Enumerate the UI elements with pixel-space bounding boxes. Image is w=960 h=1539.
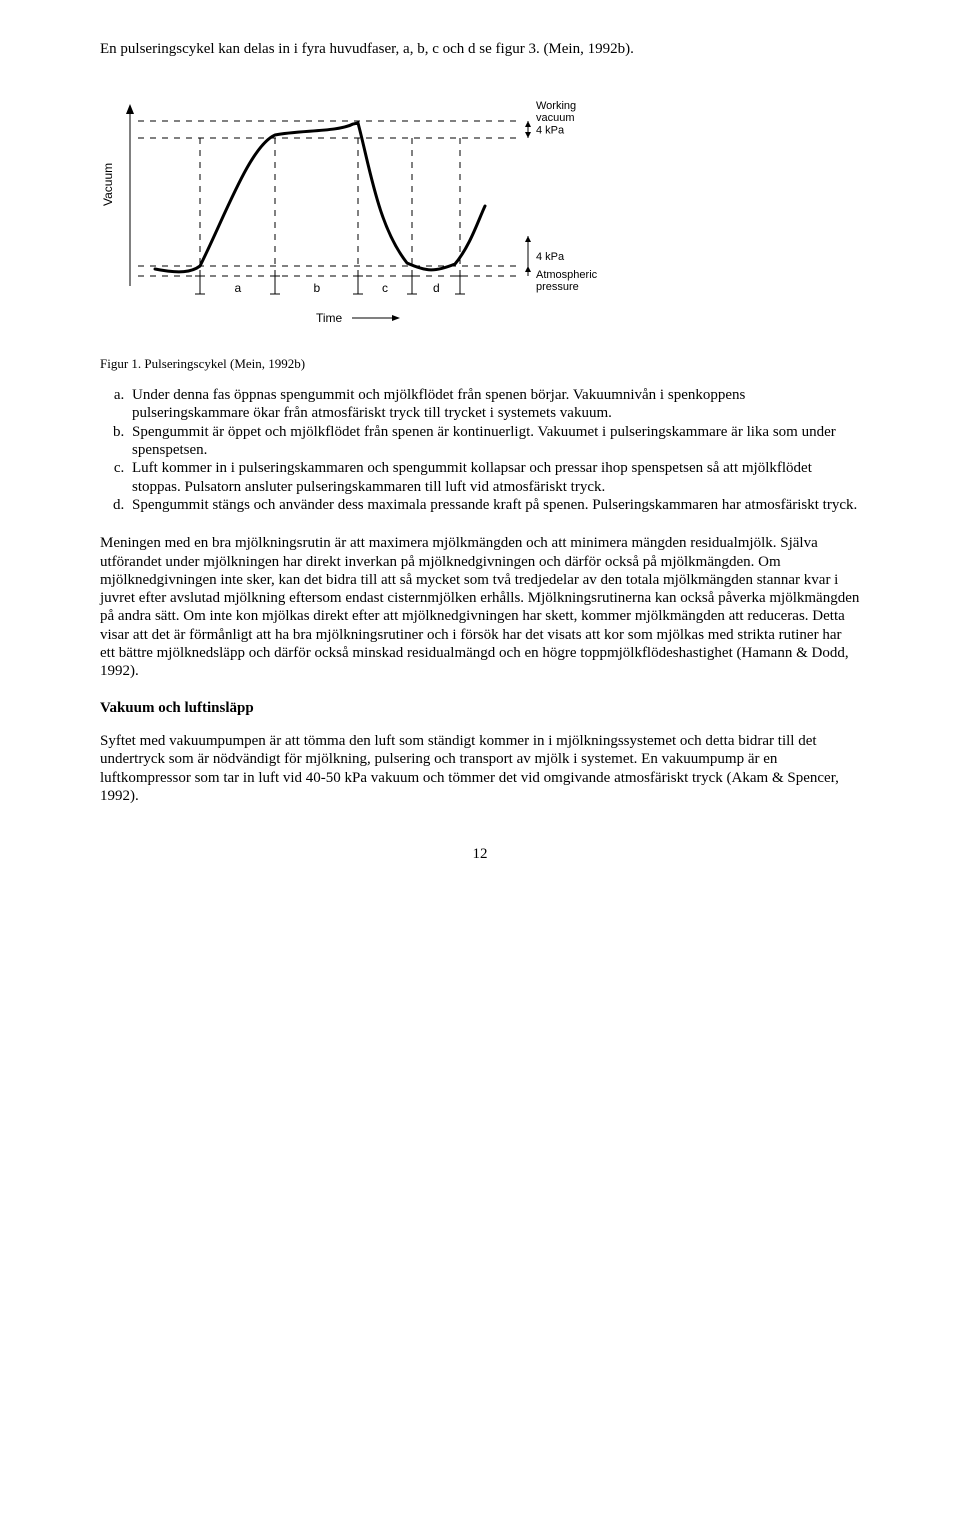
page-number: 12 <box>100 845 860 863</box>
phase-list: Under denna fas öppnas spengummit och mj… <box>100 386 860 514</box>
svg-text:Time: Time <box>316 311 343 325</box>
svg-text:pressure: pressure <box>536 281 579 293</box>
svg-text:4 kPa: 4 kPa <box>536 251 565 263</box>
svg-text:c: c <box>382 281 388 295</box>
phase-a: Under denna fas öppnas spengummit och mj… <box>128 386 860 423</box>
svg-text:a: a <box>235 281 242 295</box>
svg-text:d: d <box>433 281 440 295</box>
phase-c: Luft kommer in i pulseringskammaren och … <box>128 459 860 496</box>
svg-text:b: b <box>314 281 321 295</box>
paragraph-routine: Meningen med en bra mjölkningsrutin är a… <box>100 534 860 680</box>
svg-text:Vacuum: Vacuum <box>101 163 115 206</box>
pulsation-diagram: Vacuum4 kPaWorkingvacuum4 kPaAtmospheric… <box>100 76 660 336</box>
phase-b: Spengummit är öppet och mjölkflödet från… <box>128 423 860 460</box>
svg-text:4 kPa: 4 kPa <box>536 125 565 137</box>
figure-pulsation-cycle: Vacuum4 kPaWorkingvacuum4 kPaAtmospheric… <box>100 76 860 336</box>
svg-text:Atmospheric: Atmospheric <box>536 269 598 281</box>
figure-caption: Figur 1. Pulseringscykel (Mein, 1992b) <box>100 356 860 372</box>
svg-text:vacuum: vacuum <box>536 112 575 124</box>
paragraph-vacuum: Syftet med vakuumpumpen är att tömma den… <box>100 732 860 805</box>
intro-text: En pulseringscykel kan delas in i fyra h… <box>100 40 860 58</box>
svg-text:Working: Working <box>536 100 576 112</box>
subheading-vacuum: Vakuum och luftinsläpp <box>100 699 860 717</box>
phase-d: Spengummit stängs och använder dess maxi… <box>128 496 860 514</box>
